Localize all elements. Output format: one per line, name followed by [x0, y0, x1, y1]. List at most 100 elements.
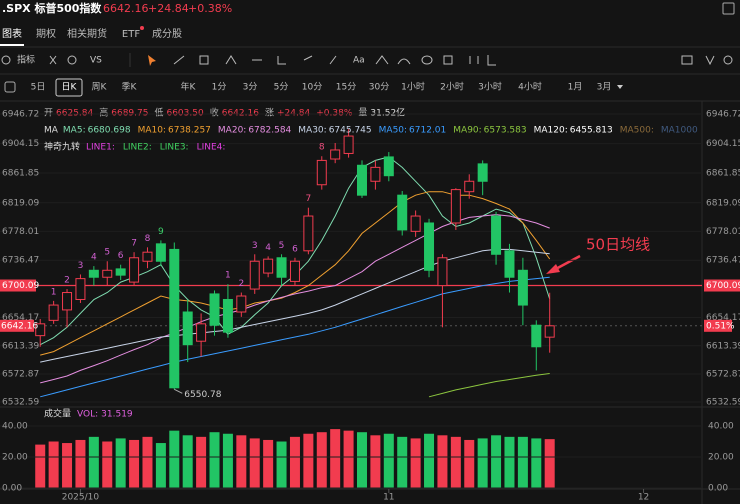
quote-value: +24.84 [277, 109, 311, 119]
icon[interactable] [67, 55, 77, 65]
quote-label: 收 [210, 107, 219, 119]
period-button[interactable]: 1分 [212, 82, 227, 93]
indicator-icon[interactable] [1, 55, 11, 65]
period-button[interactable]: 30分 [369, 82, 389, 93]
low-marker [174, 388, 183, 394]
text-tool[interactable]: Aa [353, 56, 365, 66]
y-tick-label-right: 6778.01 [706, 227, 740, 237]
candle-body [236, 295, 247, 313]
volume-bar [142, 436, 153, 488]
nine-turn-label: 1 [51, 287, 57, 297]
cursor-tool[interactable] [148, 55, 156, 66]
period-button[interactable]: 季K [122, 81, 138, 93]
volume-tick-label-right: 0.00 [708, 484, 728, 494]
nine-turn-label: 9 [158, 227, 164, 237]
candle-body [263, 258, 274, 274]
volume-label: VOL: [77, 410, 98, 420]
volume-bar [370, 435, 381, 488]
volume-tick-label: 40.00 [2, 422, 28, 432]
nine-turn-label: 6 [292, 244, 298, 254]
candle-body [343, 135, 354, 154]
period-menu[interactable] [4, 81, 16, 93]
volume-tick-label-right: 20.00 [708, 453, 734, 463]
nine-turn-label: 4 [265, 243, 271, 253]
volume-bar [155, 443, 166, 488]
volume-bar [531, 438, 542, 488]
volume-bar [343, 430, 354, 488]
tab[interactable]: 图表 [2, 27, 22, 40]
tab[interactable]: 期权 [36, 27, 56, 40]
quote-label: 开 [44, 108, 53, 119]
quote-value: 6603.50 [166, 109, 203, 119]
ma-line [428, 373, 550, 398]
candle-body [544, 325, 555, 338]
nine-turn-label: 2 [238, 279, 244, 289]
quote-value: 6625.84 [56, 109, 93, 119]
tab[interactable]: ETF [122, 29, 140, 40]
candle-body [276, 257, 287, 278]
period-button[interactable]: 3小时 [478, 81, 502, 93]
ma-line [40, 191, 551, 356]
y-tick-label: 6654.17 [2, 313, 39, 323]
period-button[interactable]: 10分 [302, 82, 322, 93]
volume-bar [316, 432, 327, 488]
indicator-button[interactable]: 指标 [17, 54, 35, 66]
candle-body [491, 215, 502, 255]
y-tick-label: 6946.72 [2, 110, 39, 120]
right-tools[interactable] [681, 55, 733, 66]
price-line-tag [704, 279, 740, 292]
candle-body [437, 257, 448, 287]
volume-bar [397, 436, 408, 488]
period-button[interactable]: 周K [92, 82, 108, 93]
compare-icon[interactable] [49, 55, 57, 65]
period-button[interactable]: 5日 [31, 82, 46, 93]
y-tick-label-right: 6946.72 [706, 110, 740, 120]
x-tick-label: 12 [638, 493, 649, 503]
tab[interactable]: 相关期货 [67, 27, 107, 40]
quote-label: 高 [99, 107, 108, 119]
period-button[interactable]: 4小时 [518, 81, 542, 93]
layout-icon[interactable] [722, 2, 735, 15]
legend-name: MA1000 [661, 126, 698, 136]
period-button[interactable]: 1月 [568, 82, 583, 93]
ma-title: MA [44, 126, 59, 136]
candle-body [356, 164, 367, 196]
quote-label: 量 [358, 108, 367, 119]
tab[interactable]: 成分股 [152, 28, 182, 40]
draw-tools[interactable] [173, 55, 337, 65]
candle-body [75, 278, 86, 300]
tools[interactable] [375, 55, 496, 66]
period-button[interactable]: 15分 [336, 82, 356, 93]
volume-bar [209, 432, 220, 488]
legend-name: LINE2: [123, 143, 152, 153]
legend-name: MA500: [620, 126, 654, 136]
volume-bar [491, 435, 502, 488]
change-pct: +0.38% [188, 2, 232, 15]
volume-bar [303, 433, 314, 488]
period-button[interactable]: 1小时 [401, 81, 425, 93]
volume-bar [75, 439, 86, 488]
period-button[interactable]: 2小时 [440, 81, 464, 93]
dropdown-arrow[interactable] [617, 85, 623, 89]
candle-body [383, 156, 394, 177]
period-button[interactable]: 日K [62, 82, 78, 93]
candle-body [249, 260, 260, 290]
candle-body [464, 180, 475, 193]
vs-button[interactable]: VS [90, 56, 102, 66]
price-line-tag [0, 279, 36, 292]
period-button[interactable]: 年K [181, 81, 197, 93]
period-button[interactable]: 3月 [597, 82, 612, 93]
legend-name: MA10: [138, 126, 166, 136]
candle-body [477, 163, 488, 182]
y-tick-label: 6572.87 [2, 369, 39, 379]
volume-bar [356, 432, 367, 488]
quote-label: 低 [154, 107, 163, 119]
period-button[interactable]: 3分 [243, 82, 258, 93]
y-tick-label-right: 6861.85 [706, 169, 740, 179]
volume-bar [115, 438, 126, 488]
candle-body [517, 269, 528, 306]
candle-body [35, 323, 46, 337]
period-button[interactable]: 5分 [274, 82, 289, 93]
candle-body [196, 323, 207, 342]
legend-value: 6455.813 [570, 126, 613, 136]
